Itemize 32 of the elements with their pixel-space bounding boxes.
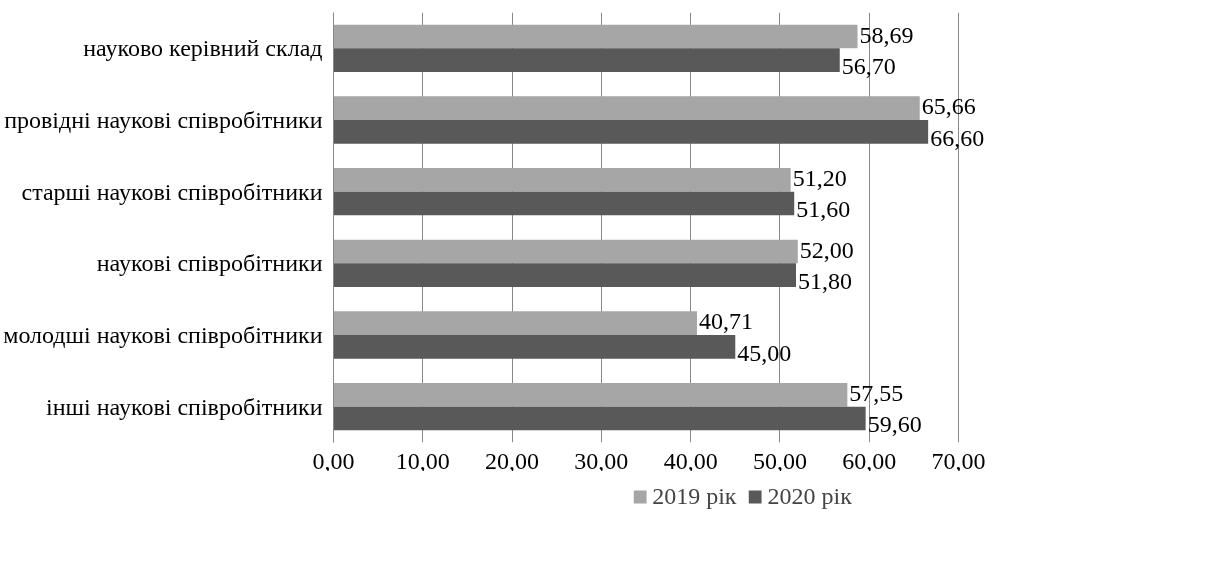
data-label: 52,00 (799, 236, 854, 263)
data-label: 59,60 (867, 411, 922, 438)
bar (333, 239, 798, 264)
bar (333, 335, 736, 359)
data-label: 51,60 (796, 196, 851, 223)
bar (333, 383, 848, 407)
legend-label: 2020 рік (767, 482, 852, 510)
data-label: 56,70 (841, 53, 896, 80)
y-tick-label: інші наукові співробітники (46, 393, 323, 420)
data-label: 51,20 (792, 164, 847, 191)
bar (333, 168, 791, 192)
bar (333, 24, 858, 49)
legend-label: 2019 рік (652, 482, 737, 510)
bar (333, 48, 840, 72)
data-label: 57,55 (849, 379, 904, 406)
bar (333, 263, 796, 287)
y-tick-label: молодші наукові співробітники (3, 322, 323, 348)
data-label: 51,80 (798, 268, 852, 295)
y-tick-label: науково керівний склад (83, 35, 323, 62)
y-tick-label: наукові співробітники (96, 250, 323, 277)
data-label: 65,66 (921, 93, 976, 120)
y-tick-label: провідні наукові співробітники (4, 107, 323, 133)
data-label: 40,71 (698, 308, 753, 335)
bar (333, 311, 697, 335)
bar (333, 191, 795, 216)
data-label: 45,00 (737, 339, 792, 366)
bar (333, 406, 866, 431)
bar (333, 96, 920, 120)
y-tick-label: старші наукові співробітники (21, 178, 323, 205)
bar (333, 120, 929, 144)
data-label: 58,69 (859, 21, 914, 48)
data-label: 66,60 (930, 124, 985, 151)
